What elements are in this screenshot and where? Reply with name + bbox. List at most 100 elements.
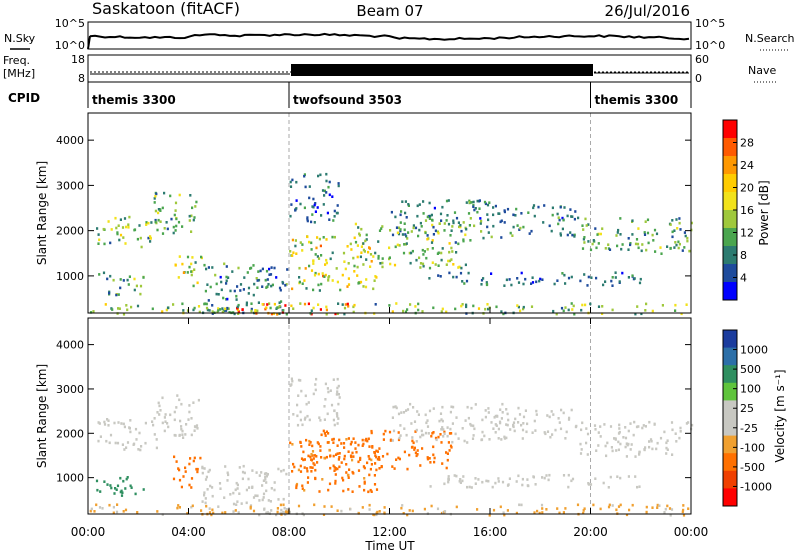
heatmap-cell <box>192 459 195 463</box>
heatmap-cell <box>681 510 684 514</box>
heatmap-cell <box>616 244 619 248</box>
heatmap-cell <box>378 467 381 470</box>
heatmap-cell <box>298 266 301 270</box>
heatmap-cell <box>412 224 415 227</box>
heatmap-cell <box>219 308 222 311</box>
heatmap-cell <box>383 506 386 509</box>
heatmap-cell <box>388 430 392 434</box>
colorbar-swatch <box>723 400 737 419</box>
heatmap-cell <box>595 276 598 280</box>
heatmap-cell <box>203 467 206 470</box>
heatmap-cell <box>316 461 319 464</box>
heatmap-cell <box>411 249 414 253</box>
heatmap-cell <box>470 201 473 204</box>
heatmap-cell <box>501 402 504 406</box>
heatmap-cell <box>261 285 264 288</box>
heatmap-cell <box>157 401 160 405</box>
x-tick-label: 20:00 <box>573 525 608 539</box>
heatmap-cell <box>161 513 164 516</box>
heatmap-cell <box>304 416 307 420</box>
heatmap-cell <box>563 206 566 209</box>
heatmap-cell <box>485 283 489 287</box>
heatmap-cell <box>478 207 481 210</box>
heatmap-cell <box>691 423 694 427</box>
heatmap-cell <box>560 306 564 310</box>
heatmap-cell <box>211 486 214 489</box>
heatmap-cell <box>245 501 248 505</box>
heatmap-cell <box>458 480 461 483</box>
heatmap-cell <box>179 419 182 423</box>
heatmap-cell <box>317 257 321 260</box>
heatmap-cell <box>309 466 312 469</box>
heatmap-cell <box>484 307 487 311</box>
heatmap-cell <box>211 508 214 512</box>
heatmap-cell <box>487 407 490 410</box>
heatmap-cell <box>391 439 394 442</box>
heatmap-cell <box>296 414 299 418</box>
heatmap-cell <box>675 243 678 247</box>
heatmap-cell <box>291 443 294 446</box>
heatmap-cell <box>522 282 525 286</box>
heatmap-cell <box>335 412 338 415</box>
heatmap-cell <box>391 233 395 237</box>
heatmap-cell <box>399 213 402 217</box>
heatmap-cell <box>226 306 229 310</box>
heatmap-cell <box>478 199 481 202</box>
heatmap-cell <box>127 226 130 229</box>
heatmap-cell <box>344 303 347 306</box>
heatmap-cell <box>543 431 546 434</box>
heatmap-cell <box>177 220 181 224</box>
heatmap-cell <box>126 278 129 282</box>
heatmap-cell <box>655 232 659 236</box>
heatmap-cell <box>177 504 180 507</box>
heatmap-cell <box>302 513 305 517</box>
heatmap-cell <box>625 513 629 517</box>
heatmap-cell <box>503 210 506 214</box>
heatmap-cell <box>92 310 95 313</box>
heatmap-cell <box>282 503 285 507</box>
heatmap-cell <box>597 242 600 245</box>
heatmap-cell <box>687 507 690 510</box>
heatmap-cell <box>318 490 321 493</box>
heatmap-cell <box>582 509 585 512</box>
heatmap-cell <box>289 441 292 445</box>
heatmap-cell <box>510 283 513 287</box>
heatmap-cell <box>638 281 642 285</box>
heatmap-cell <box>323 432 326 435</box>
heatmap-cell <box>443 222 446 225</box>
heatmap-cell <box>233 289 236 293</box>
heatmap-cell <box>235 294 238 298</box>
heatmap-cell <box>126 308 129 312</box>
heatmap-cell <box>203 491 206 494</box>
heatmap-cell <box>336 204 339 207</box>
heatmap-cell <box>455 474 458 478</box>
heatmap-cell <box>299 418 302 422</box>
heatmap-cell <box>457 221 460 224</box>
heatmap-cell <box>413 446 416 450</box>
heatmap-cell <box>173 213 176 217</box>
heatmap-cell <box>450 432 453 435</box>
heatmap-cell <box>303 173 306 176</box>
heatmap-cell <box>620 247 623 251</box>
heatmap-cell <box>592 503 595 507</box>
heatmap-cell <box>437 435 440 439</box>
heatmap-cell <box>307 302 310 306</box>
heatmap-cell <box>292 462 295 466</box>
heatmap-cell <box>298 276 301 279</box>
heatmap-cell <box>314 476 317 480</box>
heatmap-cell <box>627 276 630 279</box>
heatmap-cell <box>608 503 611 507</box>
heatmap-cell <box>337 384 340 388</box>
heatmap-cell <box>115 488 118 491</box>
heatmap-cell <box>112 505 115 509</box>
heatmap-cell <box>116 232 119 236</box>
heatmap-cell <box>306 219 309 223</box>
heatmap-cell <box>447 478 450 481</box>
heatmap-cell <box>325 172 328 176</box>
heatmap-cell <box>93 510 96 513</box>
heatmap-cell <box>182 436 185 439</box>
heatmap-cell <box>321 189 325 192</box>
heatmap-cell <box>611 449 614 453</box>
